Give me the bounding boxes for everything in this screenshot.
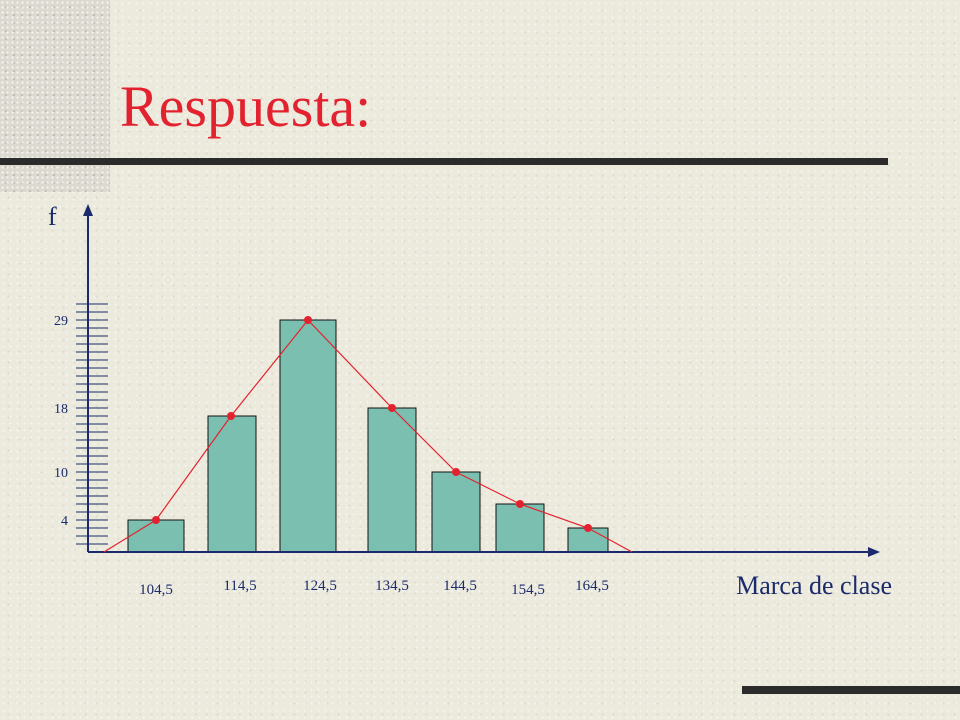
y-axis-arrowhead	[83, 204, 93, 216]
bar-154,5	[495, 503, 545, 553]
polygon-point-104,5	[152, 516, 160, 524]
y-tick-label: 10	[54, 466, 68, 481]
x-tick-labels: 104,5 114,5 124,5 134,5 144,5 154,5 164,5	[139, 578, 609, 598]
y-tick-labels: 29 18 10 4	[54, 314, 68, 529]
axes-layer: f Marca de clase	[48, 202, 892, 600]
x-axis-arrowhead	[868, 547, 880, 557]
y-axis-label: f	[48, 202, 57, 231]
x-axis-label: Marca de clase	[736, 571, 892, 600]
y-tick-label: 4	[61, 514, 68, 529]
y-tick-label: 29	[54, 314, 68, 329]
polygon-point-164,5	[584, 524, 592, 532]
y-tick-label: 18	[54, 402, 68, 417]
x-tick-label: 144,5	[443, 578, 477, 594]
bar-144,5	[431, 471, 481, 553]
x-tick-label: 114,5	[223, 578, 256, 594]
frequency-polygon	[103, 316, 633, 553]
bar-104,5	[127, 519, 185, 553]
polygon-point-114,5	[227, 412, 235, 420]
slide-title: Respuesta:	[120, 74, 372, 139]
bar-134,5	[367, 407, 417, 553]
polygon-point-124,5	[304, 316, 312, 324]
y-ticks-layer	[76, 303, 108, 545]
x-tick-label: 124,5	[303, 578, 337, 594]
x-tick-label: 154,5	[511, 582, 545, 598]
x-tick-label: 164,5	[575, 578, 609, 594]
bars-layer	[127, 319, 609, 553]
polygon-point-144,5	[452, 468, 460, 476]
polygon-point-154,5	[516, 500, 524, 508]
bar-114,5	[207, 415, 257, 553]
x-tick-label: 134,5	[375, 578, 409, 594]
polygon-point-134,5	[388, 404, 396, 412]
bar-124,5	[279, 319, 337, 553]
footer-accent-bar	[742, 686, 960, 694]
x-tick-label: 104,5	[139, 582, 173, 598]
title-underline-bar	[0, 158, 888, 165]
